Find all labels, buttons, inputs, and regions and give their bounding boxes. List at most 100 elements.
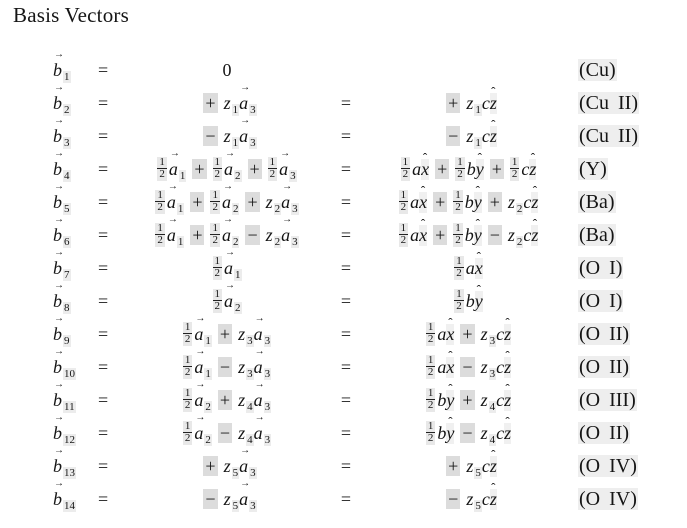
hat-base: z: [489, 489, 497, 509]
hat-base: y: [473, 192, 482, 212]
fraction-denominator: 2: [184, 432, 191, 445]
fraction-denominator: 2: [427, 366, 434, 379]
coefficient-a: a: [465, 258, 475, 278]
atom-label: (O II): [578, 356, 631, 378]
subscript: 1: [63, 71, 71, 83]
coefficient-a: a: [410, 192, 420, 212]
lattice-expression: 1 2 → a 2− z 4 → a 3: [143, 413, 311, 457]
vec-arrow-icon: →: [54, 148, 64, 159]
vec-arrow-icon: →: [54, 313, 64, 324]
variable-z1: z: [466, 126, 474, 146]
hat-icon: ˆ: [448, 414, 453, 429]
vec-arrow-icon: →: [169, 148, 180, 159]
fraction-denominator: 2: [212, 201, 218, 214]
lattice-expression: + z 1 → a 3: [143, 83, 311, 127]
lattice-expression: 1 2 → a 1 + z 3 → a 3: [143, 314, 311, 358]
coefficient-a: a: [410, 225, 420, 245]
page-title: Basis Vectors: [13, 3, 129, 27]
plus-operator: +: [433, 192, 448, 212]
fraction-denominator: 2: [212, 234, 218, 247]
variable-z5: z: [223, 489, 231, 509]
atom-label-cell: (O II): [556, 318, 687, 358]
vector-b9: → b: [53, 314, 64, 345]
variable-z4: z: [238, 390, 246, 410]
subscript: 2: [63, 104, 71, 116]
vector-base: a: [221, 192, 231, 212]
hat-icon: ˆ: [505, 381, 510, 396]
equals-sign-1: =: [98, 390, 109, 410]
cartesian-expression: 1 2 a ˆ x − z 3c ˆ z: [381, 349, 556, 391]
vector-base: b: [53, 423, 62, 443]
atom-label: (Y): [578, 158, 608, 180]
vec-arrow-icon: →: [195, 379, 206, 390]
minus-operator: −: [460, 423, 475, 443]
hat-icon: ˆ: [448, 381, 453, 396]
subscript: 3: [249, 104, 257, 116]
subscript: 3: [263, 434, 272, 446]
vector-label-cell: → b 13: [53, 446, 98, 490]
atom-label-cell: (Ba): [556, 186, 687, 226]
vec-arrow-icon: →: [254, 346, 265, 357]
vector-base: a: [224, 258, 233, 278]
vector-base: a: [224, 291, 233, 311]
atom-label: (O IV): [578, 488, 638, 510]
vector-b10: → b: [53, 347, 64, 378]
lattice-expression: 1 2 → a 2: [143, 281, 311, 325]
vector-base: a: [166, 225, 176, 245]
vec-arrow-icon: →: [240, 445, 251, 456]
vector-label-cell: → b 11: [53, 380, 98, 424]
hat-base: y: [473, 225, 482, 245]
hat-base: x: [446, 357, 455, 377]
subscript: 3: [291, 203, 299, 215]
vector-base: a: [194, 324, 204, 344]
cartesian-expression: 1 2 b ˆ y + z 4c ˆ z: [381, 381, 556, 424]
vector-label-cell: → b 2: [53, 83, 98, 127]
vec-arrow-icon: →: [54, 445, 64, 456]
vector-base: b: [53, 60, 62, 80]
subscript: 2: [515, 203, 524, 215]
plus-operator: +: [192, 159, 207, 179]
subscript: 1: [176, 203, 185, 215]
coefficient-c: c: [523, 225, 532, 245]
vector-b3: → b: [53, 116, 64, 147]
variable-z5: z: [223, 456, 231, 476]
fraction-denominator: 2: [511, 168, 518, 181]
subscript: 2: [234, 170, 242, 182]
lattice-expression: 1 2 → a 2 + z 4 → a 3: [143, 380, 311, 424]
vector-base: a: [253, 357, 263, 377]
fraction-denominator: 2: [184, 366, 191, 379]
atom-label-cell: (O II): [556, 417, 687, 457]
vector-a2: → a: [222, 215, 233, 246]
vector-base: a: [253, 324, 263, 344]
hat-base: y: [446, 423, 455, 443]
cartesian-expression: 1 2 a ˆ x +1 2 b ˆ y − z 2c ˆ z: [381, 216, 556, 259]
vector-a2: → a: [194, 413, 205, 444]
basis-vector-row-1: → b 1 = 0 (Cu): [0, 50, 687, 87]
vec-arrow-icon: →: [240, 478, 251, 489]
fraction-denominator: 2: [400, 234, 407, 247]
variable-z1: z: [466, 93, 474, 113]
plus-operator: +: [203, 93, 218, 113]
subscript: 8: [63, 302, 71, 314]
subscript: 3: [263, 368, 272, 380]
atom-label: (Cu): [578, 59, 617, 81]
atom-label-cell: (Ba): [556, 219, 687, 259]
variable-z3: z: [238, 357, 246, 377]
basis-vector-row-10: → b 10 = 1 2 → a 1− z 3 → a 3 = 1 2 a ˆ x − z 3c ˆ z (O II): [0, 347, 687, 384]
subscript: 3: [246, 335, 254, 347]
subscript: 3: [249, 500, 257, 512]
coefficient-c: c: [496, 390, 505, 410]
vector-base: a: [166, 192, 176, 212]
vector-base: a: [168, 159, 178, 179]
hat-icon: ˆ: [420, 216, 426, 231]
minus-operator: −: [203, 126, 218, 146]
coefficient-a: a: [437, 324, 447, 344]
vec-arrow-icon: →: [54, 379, 64, 390]
subscript: 1: [231, 104, 240, 116]
